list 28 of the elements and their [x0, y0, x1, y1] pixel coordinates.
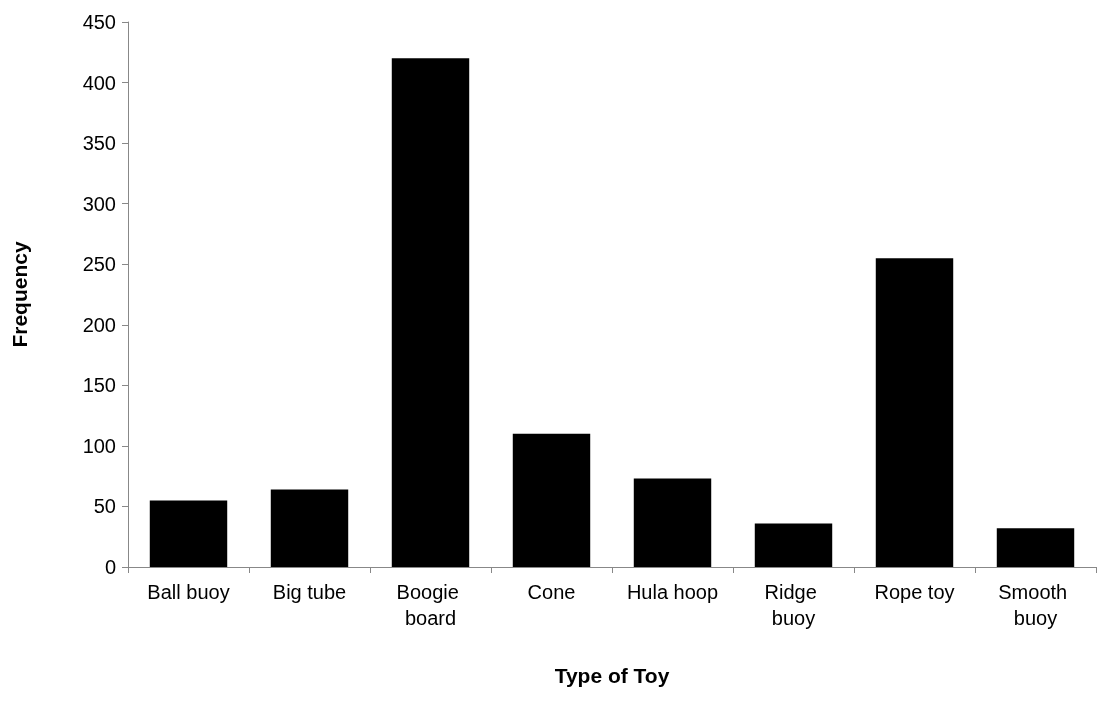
x-axis-title: Type of Toy [554, 664, 670, 687]
x-tick-label: Cone [527, 581, 576, 603]
bar [754, 523, 833, 567]
y-tick-label: 0 [104, 556, 116, 578]
bar [633, 478, 712, 567]
x-tick-label: Smooth buoy [998, 581, 1073, 629]
x-tick-label: Ridge buoy [764, 581, 823, 629]
y-tick-label: 350 [82, 132, 116, 155]
y-axis-title: Frequency [8, 241, 31, 348]
x-tick-label: Hula hoop [626, 581, 719, 603]
bar [270, 489, 349, 567]
x-tick-label: Big tube [272, 581, 347, 603]
y-tick-label: 250 [82, 253, 116, 276]
bar [149, 500, 228, 567]
x-tick-label: Rope toy [874, 581, 955, 603]
x-tick-label: Boogie board [396, 581, 465, 629]
x-tick-label: Ball buoy [147, 581, 230, 603]
y-tick-label: 50 [93, 495, 116, 518]
y-tick-label: 200 [82, 313, 116, 336]
bar [996, 528, 1075, 567]
bar [391, 58, 470, 567]
bar [875, 258, 954, 567]
bar [512, 433, 591, 567]
y-tick-label: 300 [82, 192, 116, 215]
y-tick-label: 400 [82, 71, 116, 94]
y-tick-label: 150 [82, 374, 116, 397]
y-tick-label: 100 [82, 434, 116, 457]
y-tick-label: 450 [82, 11, 116, 33]
